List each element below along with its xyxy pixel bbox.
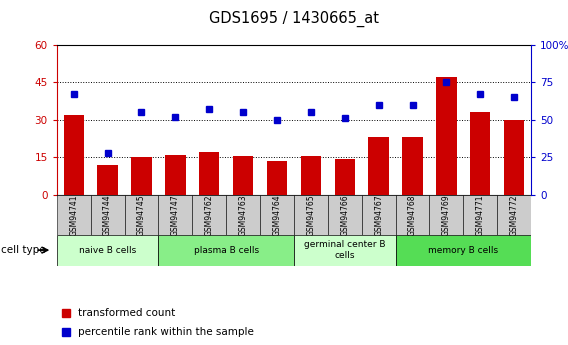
- Bar: [131, 157, 152, 195]
- Text: plasma B cells: plasma B cells: [194, 246, 259, 255]
- Text: GSM94745: GSM94745: [137, 194, 146, 236]
- Bar: [300, 156, 321, 195]
- Bar: [335, 159, 355, 195]
- Text: GSM94765: GSM94765: [306, 194, 315, 236]
- Bar: [504, 120, 524, 195]
- Bar: [463, 195, 497, 235]
- Bar: [402, 137, 423, 195]
- Bar: [294, 195, 328, 235]
- Text: GSM94766: GSM94766: [340, 194, 349, 236]
- Bar: [328, 195, 362, 235]
- Bar: [294, 235, 395, 266]
- Text: GDS1695 / 1430665_at: GDS1695 / 1430665_at: [209, 10, 379, 27]
- Text: memory B cells: memory B cells: [428, 246, 498, 255]
- Bar: [158, 195, 193, 235]
- Text: GSM94762: GSM94762: [204, 194, 214, 236]
- Text: naive B cells: naive B cells: [79, 246, 136, 255]
- Bar: [267, 161, 287, 195]
- Bar: [98, 165, 118, 195]
- Bar: [199, 152, 219, 195]
- Bar: [91, 195, 124, 235]
- Bar: [57, 235, 158, 266]
- Bar: [226, 195, 260, 235]
- Text: GSM94768: GSM94768: [408, 194, 417, 236]
- Bar: [57, 195, 91, 235]
- Bar: [124, 195, 158, 235]
- Text: cell type: cell type: [1, 245, 45, 255]
- Bar: [362, 195, 395, 235]
- Text: GSM94747: GSM94747: [171, 194, 180, 236]
- Text: GSM94767: GSM94767: [374, 194, 383, 236]
- Text: transformed count: transformed count: [78, 308, 176, 318]
- Bar: [193, 195, 226, 235]
- Bar: [497, 195, 531, 235]
- Bar: [470, 112, 490, 195]
- Bar: [260, 195, 294, 235]
- Text: GSM94741: GSM94741: [69, 194, 78, 236]
- Bar: [369, 137, 389, 195]
- Bar: [158, 235, 294, 266]
- Bar: [429, 195, 463, 235]
- Text: GSM94763: GSM94763: [239, 194, 248, 236]
- Bar: [395, 235, 531, 266]
- Text: GSM94764: GSM94764: [273, 194, 282, 236]
- Text: GSM94769: GSM94769: [442, 194, 451, 236]
- Text: germinal center B
cells: germinal center B cells: [304, 240, 386, 260]
- Bar: [233, 156, 253, 195]
- Text: GSM94744: GSM94744: [103, 194, 112, 236]
- Text: GSM94772: GSM94772: [509, 194, 519, 236]
- Bar: [395, 195, 429, 235]
- Bar: [165, 155, 186, 195]
- Text: GSM94771: GSM94771: [476, 194, 485, 236]
- Bar: [64, 115, 84, 195]
- Text: percentile rank within the sample: percentile rank within the sample: [78, 327, 254, 336]
- Bar: [436, 77, 457, 195]
